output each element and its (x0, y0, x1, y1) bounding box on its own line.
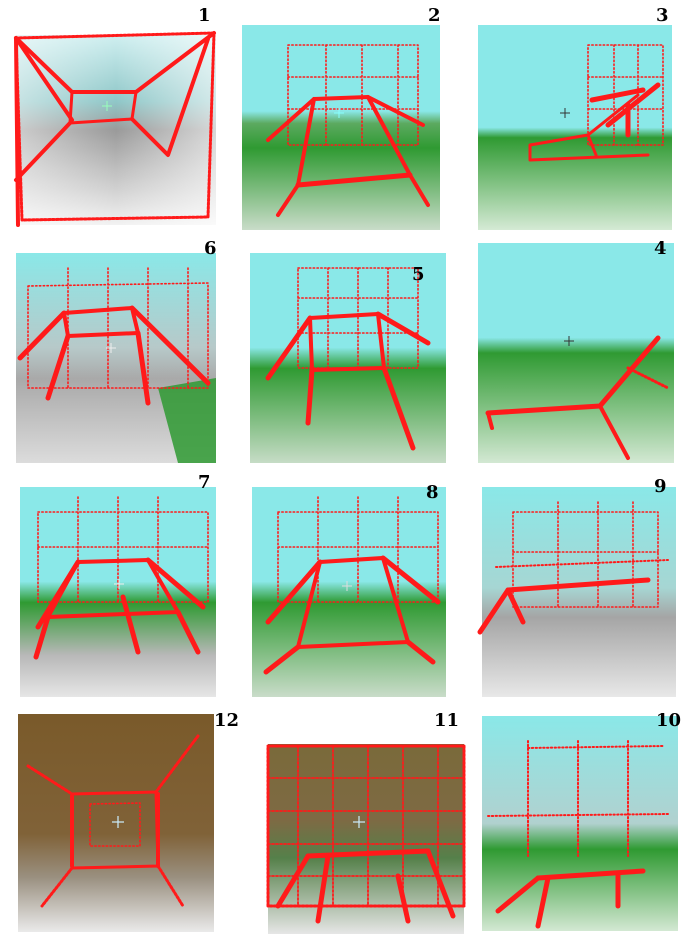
panel-11: 11 (238, 706, 466, 936)
scene-4 (478, 243, 674, 463)
panel-label: 8 (426, 482, 439, 503)
panel-3: 3 (468, 5, 692, 235)
scene-7 (20, 487, 216, 697)
panel-8: 8 (238, 472, 464, 702)
panel-2: 2 (238, 5, 464, 235)
panel-label: 7 (198, 472, 211, 493)
panel-12: 12 (8, 706, 239, 936)
panel-label: 11 (434, 710, 460, 731)
panel-6: 6 (8, 238, 234, 468)
panel-label: 5 (412, 264, 425, 285)
scene-2 (242, 25, 440, 230)
panel-label: 12 (214, 710, 240, 731)
panel-label: 4 (654, 238, 667, 259)
scene-8 (252, 487, 446, 697)
panel-9: 9 (468, 472, 692, 702)
scene-10 (482, 716, 678, 931)
panel-4: 4 (468, 238, 692, 468)
panel-10: 10 (468, 706, 692, 936)
panel-7: 7 (8, 472, 234, 702)
panel-label: 6 (204, 238, 217, 259)
scene-6 (16, 253, 216, 463)
panel-label: 3 (656, 5, 669, 26)
panel-5: 5 (238, 238, 464, 468)
scene-9 (477, 487, 676, 697)
scene-12 (18, 714, 214, 932)
panel-label: 2 (428, 5, 441, 26)
panel-label: 9 (654, 476, 667, 497)
scene-3 (478, 25, 672, 230)
panel-1: 1 (8, 5, 234, 235)
panel-label: 10 (656, 710, 682, 731)
scene-11 (266, 744, 466, 934)
scene-1 (14, 31, 216, 227)
panel-label: 1 (198, 5, 211, 26)
scene-5 (250, 253, 446, 463)
